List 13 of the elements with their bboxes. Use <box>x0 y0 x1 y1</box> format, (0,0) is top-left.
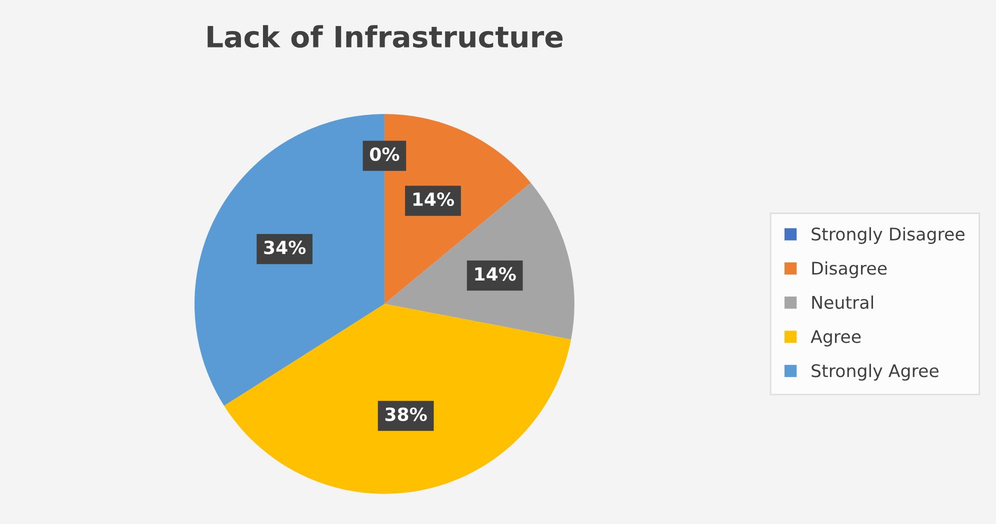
legend-label: Neutral <box>812 296 873 309</box>
data-label: 38% <box>385 407 427 422</box>
chart-title: Lack of Infrastructure <box>208 25 563 48</box>
legend-label: Strongly Agree <box>812 364 938 381</box>
data-label: 14% <box>475 267 516 281</box>
legend-label: Strongly Disagree <box>812 227 964 244</box>
legend-label: Agree <box>810 330 861 346</box>
text: 0% <box>370 147 400 161</box>
data-label: 34% <box>264 240 306 254</box>
data-label: 14% <box>413 192 454 206</box>
pie-slice <box>384 182 574 340</box>
legend-label: Disagree <box>812 261 887 278</box>
pie-slice <box>224 304 572 494</box>
